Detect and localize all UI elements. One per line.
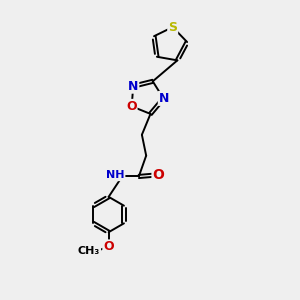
Text: N: N [159, 92, 169, 105]
Text: NH: NH [106, 170, 124, 180]
Text: O: O [103, 240, 114, 254]
Text: S: S [168, 21, 177, 34]
Text: O: O [152, 168, 164, 182]
Text: N: N [128, 80, 138, 93]
Text: O: O [126, 100, 136, 113]
Text: CH₃: CH₃ [78, 246, 100, 256]
